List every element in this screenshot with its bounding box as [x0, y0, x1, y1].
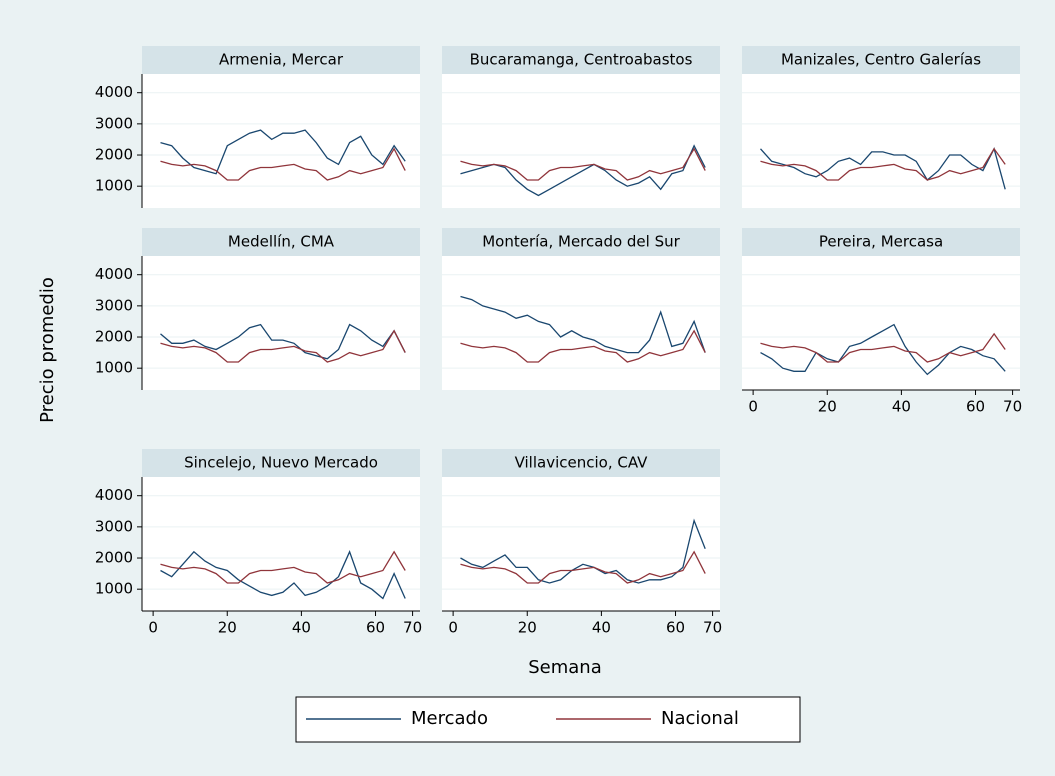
series-line — [760, 332, 1006, 363]
plot-area — [442, 256, 720, 390]
y-tick-label: 4000 — [95, 486, 133, 504]
x-tick-label: 40 — [292, 619, 311, 637]
plot-area — [442, 74, 720, 208]
panel-title-band — [142, 46, 420, 74]
y-tick-label: 3000 — [95, 517, 133, 535]
plot-area — [442, 477, 720, 611]
x-tick-label: 20 — [818, 398, 837, 416]
series-line — [460, 329, 706, 363]
x-tick-label: 70 — [703, 619, 722, 637]
legend-label: Mercado — [411, 708, 488, 729]
panel-title: Medellín, CMA — [228, 233, 335, 251]
series-line — [760, 323, 1006, 376]
series-line — [160, 550, 406, 600]
x-tick-label: 40 — [892, 398, 911, 416]
x-tick-label: 0 — [148, 619, 158, 637]
plot-area — [142, 477, 420, 611]
y-tick-label: 1000 — [95, 177, 133, 195]
x-tick-label: 0 — [748, 398, 758, 416]
y-tick-label: 4000 — [95, 83, 133, 101]
series-line — [760, 147, 1006, 190]
series-line — [760, 147, 1006, 181]
panel-title: Bucaramanga, Centroabastos — [470, 51, 693, 69]
legend-label: Nacional — [661, 708, 739, 729]
x-tick-label: 20 — [518, 619, 537, 637]
x-axis-label: Semana — [528, 657, 602, 678]
panel-title-band — [742, 46, 1020, 74]
y-tick-label: 3000 — [95, 296, 133, 314]
plot-area — [142, 256, 420, 390]
series-line — [460, 550, 706, 584]
panel-title: Montería, Mercado del Sur — [482, 233, 680, 251]
x-tick-label: 60 — [666, 619, 685, 637]
series-line — [460, 295, 706, 354]
plot-area — [742, 256, 1020, 390]
x-tick-label: 70 — [1003, 398, 1022, 416]
series-line — [160, 129, 406, 175]
series-line — [160, 550, 406, 584]
panel-title: Sincelejo, Nuevo Mercado — [184, 454, 378, 472]
y-tick-label: 2000 — [95, 549, 133, 567]
x-tick-label: 60 — [966, 398, 985, 416]
panel-title: Pereira, Mercasa — [819, 233, 943, 251]
panel-title: Manizales, Centro Galerías — [781, 51, 981, 69]
plot-area — [742, 74, 1020, 208]
panel-title: Armenia, Mercar — [219, 51, 344, 69]
x-tick-label: 20 — [218, 619, 237, 637]
series-line — [460, 147, 706, 181]
series-line — [460, 144, 706, 197]
y-tick-label: 4000 — [95, 265, 133, 283]
panel-title: Villavicencio, CAV — [515, 454, 649, 472]
x-tick-label: 40 — [592, 619, 611, 637]
y-tick-label: 1000 — [95, 580, 133, 598]
panel-title-band — [742, 228, 1020, 256]
panel-title-band — [442, 228, 720, 256]
y-tick-label: 3000 — [95, 114, 133, 132]
series-line — [160, 329, 406, 363]
panel-title-band — [442, 46, 720, 74]
plot-area — [142, 74, 420, 208]
panel-title-band — [442, 449, 720, 477]
series-line — [160, 323, 406, 360]
panel-title-band — [142, 449, 420, 477]
y-tick-label: 1000 — [95, 359, 133, 377]
y-tick-label: 2000 — [95, 146, 133, 164]
panel-title-band — [142, 228, 420, 256]
series-line — [460, 518, 706, 584]
x-tick-label: 0 — [448, 619, 458, 637]
series-line — [160, 147, 406, 181]
x-tick-label: 60 — [366, 619, 385, 637]
y-axis-label: Precio promedio — [37, 277, 58, 423]
x-tick-label: 70 — [403, 619, 422, 637]
y-tick-label: 2000 — [95, 328, 133, 346]
